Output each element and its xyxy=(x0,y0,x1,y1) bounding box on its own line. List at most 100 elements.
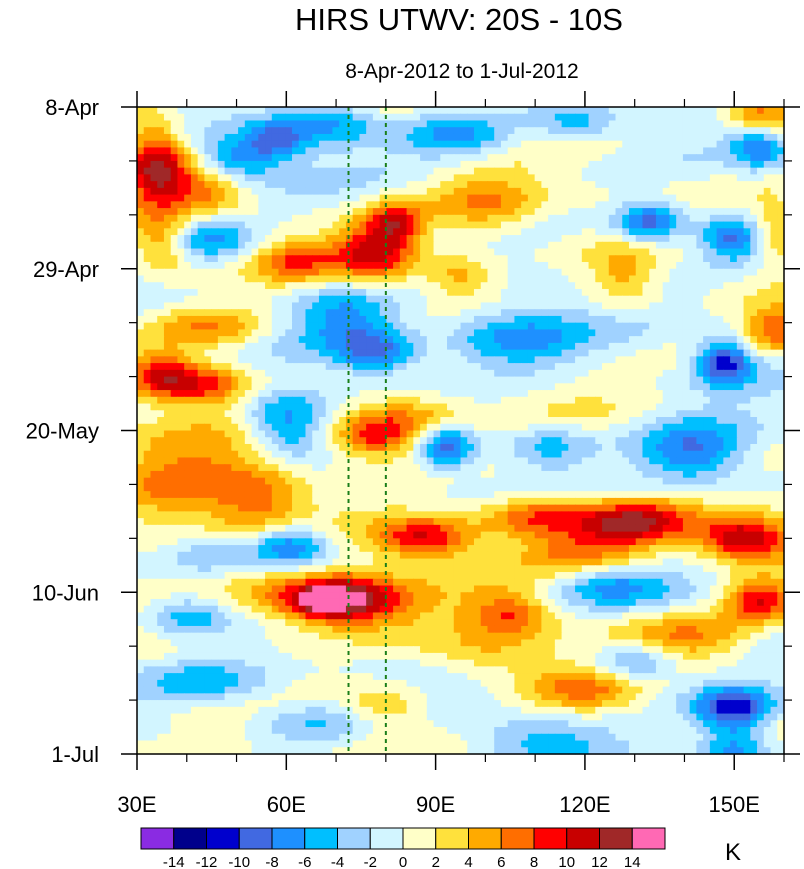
heatmap-cell xyxy=(480,430,489,438)
heatmap-cell xyxy=(534,107,542,115)
heatmap-cell xyxy=(548,268,556,277)
heatmap-cell xyxy=(473,255,482,263)
heatmap-cell xyxy=(561,450,569,459)
heatmap-cell xyxy=(682,322,691,331)
heatmap-cell xyxy=(372,127,381,135)
heatmap-cell xyxy=(655,214,664,223)
heatmap-cell xyxy=(177,288,185,297)
heatmap-cell xyxy=(480,248,489,256)
heatmap-cell xyxy=(676,160,684,169)
heatmap-cell xyxy=(770,214,778,223)
heatmap-cell xyxy=(595,417,603,425)
heatmap-cell xyxy=(325,309,334,317)
heatmap-cell xyxy=(682,167,691,175)
heatmap-cell xyxy=(170,363,179,371)
heatmap-cell xyxy=(406,275,414,283)
heatmap-cell xyxy=(278,214,286,223)
heatmap-cell xyxy=(635,127,644,135)
heatmap-cell xyxy=(184,356,192,364)
heatmap-cell xyxy=(211,133,219,142)
heatmap-cell xyxy=(696,160,704,169)
heatmap-cell xyxy=(480,342,489,351)
heatmap-cell xyxy=(757,255,765,263)
heatmap-cell xyxy=(514,423,522,432)
heatmap-cell xyxy=(568,383,576,391)
heatmap-cell xyxy=(453,383,462,391)
heatmap-cell xyxy=(473,430,482,438)
heatmap-cell xyxy=(433,140,441,149)
heatmap-cell xyxy=(399,383,408,391)
heatmap-cell xyxy=(628,221,637,229)
heatmap-cell xyxy=(359,268,367,277)
heatmap-cell xyxy=(770,430,778,438)
heatmap-cell xyxy=(615,376,623,384)
heatmap-cell xyxy=(703,221,711,229)
heatmap-cell xyxy=(514,268,522,277)
heatmap-cell xyxy=(137,363,145,371)
heatmap-cell xyxy=(231,147,239,155)
heatmap-cell xyxy=(642,268,650,277)
heatmap-cell xyxy=(669,336,677,344)
heatmap-cell xyxy=(157,221,165,229)
heatmap-cell xyxy=(325,120,334,128)
heatmap-cell xyxy=(177,160,185,169)
heatmap-cell xyxy=(568,127,576,135)
heatmap-cell xyxy=(231,376,239,384)
heatmap-cell xyxy=(278,235,286,243)
heatmap-cell xyxy=(352,228,361,236)
heatmap-cell xyxy=(534,133,542,142)
heatmap-cell xyxy=(696,167,704,175)
heatmap-cell xyxy=(628,241,637,250)
heatmap-cell xyxy=(399,376,408,384)
heatmap-cell xyxy=(211,140,219,149)
heatmap-cell xyxy=(278,403,286,411)
heatmap-cell xyxy=(777,322,785,331)
heatmap-cell xyxy=(736,181,745,189)
heatmap-cell xyxy=(622,302,630,310)
heatmap-cell xyxy=(534,423,542,432)
heatmap-cell xyxy=(588,241,596,250)
heatmap-cell xyxy=(298,120,307,128)
heatmap-cell xyxy=(709,228,718,236)
heatmap-cell xyxy=(211,363,219,371)
heatmap-cell xyxy=(460,268,468,277)
heatmap-cell xyxy=(615,120,623,128)
heatmap-cell xyxy=(305,214,313,223)
heatmap-cell xyxy=(339,309,347,317)
heatmap-cell xyxy=(271,147,280,155)
heatmap-cell xyxy=(548,288,556,297)
heatmap-cell xyxy=(413,127,421,135)
heatmap-cell xyxy=(231,410,239,418)
heatmap-cell xyxy=(352,241,361,250)
heatmap-cell xyxy=(757,113,765,122)
heatmap-cell xyxy=(258,288,266,297)
heatmap-cell xyxy=(608,295,617,304)
heatmap-cell xyxy=(743,140,751,149)
heatmap-cell xyxy=(723,369,731,378)
heatmap-cell xyxy=(366,154,374,162)
heatmap-cell xyxy=(278,443,286,452)
heatmap-cell xyxy=(534,181,542,189)
heatmap-cell xyxy=(548,107,556,115)
heatmap-cell xyxy=(514,208,522,216)
heatmap-cell xyxy=(655,262,664,270)
heatmap-cell xyxy=(608,107,617,115)
heatmap-cell xyxy=(655,208,664,216)
heatmap-cell xyxy=(575,322,583,331)
heatmap-cell xyxy=(514,417,522,425)
heatmap-cell xyxy=(217,187,226,196)
heatmap-cell xyxy=(777,107,785,115)
heatmap-cell xyxy=(204,363,212,371)
heatmap-cell xyxy=(150,336,158,344)
heatmap-cell xyxy=(345,336,354,344)
heatmap-cell xyxy=(548,174,556,182)
heatmap-cell xyxy=(750,248,758,256)
heatmap-cell xyxy=(386,127,394,135)
heatmap-cell xyxy=(635,417,644,425)
heatmap-cell xyxy=(669,160,677,169)
heatmap-cell xyxy=(231,282,239,290)
heatmap-cell xyxy=(554,201,563,209)
heatmap-cell xyxy=(265,133,273,142)
heatmap-cell xyxy=(359,262,367,270)
heatmap-cell xyxy=(595,390,603,398)
